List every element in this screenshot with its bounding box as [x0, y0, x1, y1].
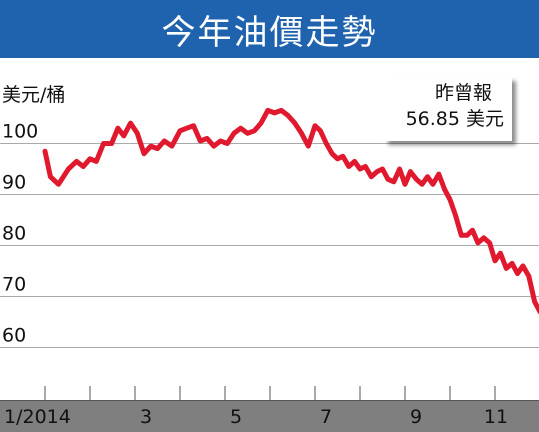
annotation-callout: 昨曾報 56.85 美元	[384, 77, 512, 141]
chart-title: 今年油價走勢	[161, 12, 378, 53]
y-tick-label-90: 90	[2, 172, 26, 194]
title-banner: 今年油價走勢	[0, 0, 539, 58]
series-layer	[42, 107, 539, 315]
grid-lines	[0, 143, 539, 348]
y-tick-label-100: 100	[2, 121, 38, 143]
series-line-0	[42, 107, 539, 315]
x-tick-label: 5	[230, 406, 242, 428]
x-tick-label: 1/2014	[4, 406, 71, 428]
y-tick-label-60: 60	[2, 325, 26, 347]
callout-value: 56.85 美元	[405, 108, 504, 130]
x-tick-label: 3	[140, 406, 152, 428]
x-tick-label: 9	[410, 406, 422, 428]
y-tick-label-70: 70	[2, 274, 26, 296]
x-tick-label: 11	[484, 406, 508, 428]
x-axis-band: 1/2014 3 5 7 9 11	[0, 386, 539, 432]
y-tick-label-80: 80	[2, 223, 26, 245]
x-tick-label: 7	[320, 406, 332, 428]
callout-caption: 昨曾報	[434, 82, 492, 104]
x-axis-background	[0, 400, 539, 432]
y-tick-labels: 60 70 80 90 100	[2, 121, 38, 347]
y-axis-unit-label: 美元/桶	[2, 84, 66, 106]
